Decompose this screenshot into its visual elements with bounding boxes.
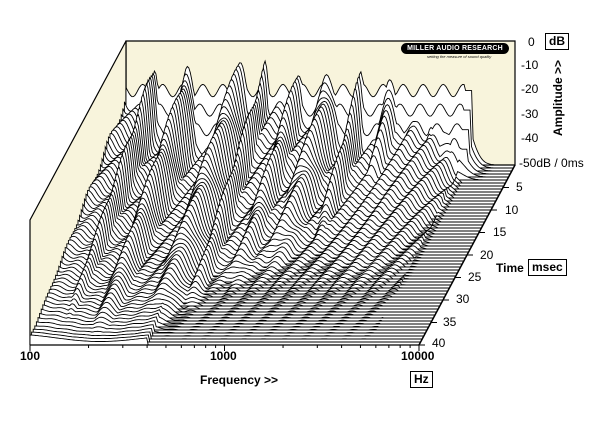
logo-tagline: setting the measure of sound quality — [427, 54, 492, 59]
amplitude-tick-label: -40 — [521, 131, 539, 145]
amplitude-tick-label: 0 — [528, 35, 535, 49]
logo-wordmark: MILLER AUDIO RESEARCH — [401, 43, 509, 54]
time-tick-label: 35 — [443, 315, 457, 329]
amplitude-tick-label: -20 — [521, 82, 539, 96]
frequency-tick-label: 1000 — [210, 349, 237, 363]
waterfall-slices — [29, 59, 515, 346]
waterfall-slice — [34, 325, 424, 337]
time-axis-title: Time — [496, 261, 524, 275]
frequency-axis-title: Frequency >> — [200, 373, 279, 387]
miller-audio-research-logo: MILLER AUDIO RESEARCH setting the measur… — [401, 43, 509, 59]
amplitude-unit-box: dB — [545, 33, 569, 50]
amplitude-tick-label: -10 — [521, 58, 539, 72]
amplitude-axis-title: Amplitude >> — [551, 59, 565, 136]
frequency-tick-label: 10000 — [401, 349, 435, 363]
time-tick-label: 30 — [456, 292, 470, 306]
time-tick-label: 20 — [480, 248, 494, 262]
time-tick-label: 25 — [468, 270, 482, 284]
time-tick-label: 40 — [432, 336, 446, 350]
waterfall-slice — [35, 321, 426, 334]
frequency-tick-label: 100 — [20, 349, 41, 363]
time-tick-marks — [419, 187, 509, 346]
time-unit-box: msec — [528, 259, 567, 276]
amplitude-tick-label: -50dB / 0ms — [519, 156, 584, 170]
amplitude-tick-label: -30 — [521, 107, 539, 121]
frequency-tick-marks — [29, 345, 420, 351]
time-tick-label: 15 — [493, 225, 507, 239]
frequency-unit-box: Hz — [410, 371, 433, 388]
time-tick-label: 10 — [505, 203, 519, 217]
time-tick-label: 5 — [516, 180, 523, 194]
